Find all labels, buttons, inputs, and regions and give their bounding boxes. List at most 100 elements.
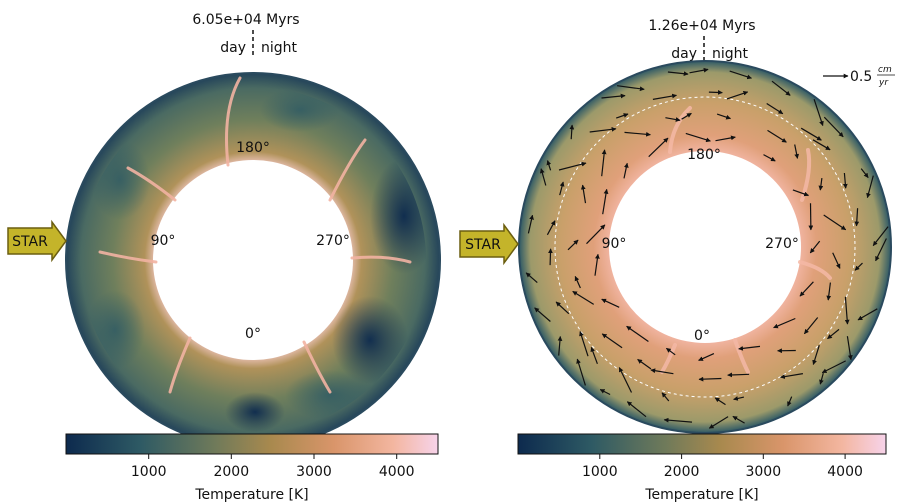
velocity-vector: [594, 253, 600, 276]
velocity-vector: [534, 307, 551, 322]
angle-180-label: 180°: [687, 147, 721, 163]
day-label: day: [220, 40, 246, 56]
velocity-vector: [555, 301, 570, 315]
colorbar-tick: 3000: [296, 464, 332, 480]
velocity-vector: [661, 392, 670, 402]
velocity-vector: [626, 401, 647, 418]
colorbar-tick: 2000: [664, 464, 700, 480]
velocity-vector: [539, 168, 547, 186]
velocity-vector: [650, 368, 674, 375]
velocity-vector: [601, 93, 626, 99]
velocity-vector: [857, 308, 878, 321]
velocity-vector: [558, 161, 587, 171]
velocity-vector: [590, 346, 598, 365]
scale-unit-den: yr: [878, 78, 889, 88]
velocity-vector: [854, 208, 860, 227]
velocity-vector: [773, 317, 796, 329]
velocity-vector: [685, 132, 711, 143]
colorbar-gradient: [517, 433, 887, 455]
colorbar-tick: 3000: [745, 464, 781, 480]
velocity-vector: [766, 102, 784, 115]
hot-filaments: [660, 106, 832, 374]
velocity-vector: [689, 67, 709, 74]
velocity-vector: [738, 345, 761, 351]
hot-filaments: [98, 76, 412, 394]
velocity-vector: [546, 220, 556, 236]
velocity-vector: [823, 116, 844, 138]
velocity-vector: [698, 353, 715, 361]
velocity-vector: [813, 99, 824, 127]
velocity-vector: [819, 372, 824, 385]
velocity-vector: [809, 240, 821, 254]
velocity-vector: [787, 396, 793, 407]
velocity-vector: [601, 149, 607, 177]
velocity-vector: [708, 416, 729, 429]
velocity-vector: [637, 358, 652, 370]
vector-scale-key: 0.5 cm yr: [823, 65, 895, 88]
colorbar-tick: 4000: [379, 464, 415, 480]
velocity-vector: [827, 328, 840, 340]
star-arrow: STAR: [459, 222, 519, 266]
star-label: STAR: [12, 234, 48, 250]
star-arrow-icon: [459, 222, 519, 266]
velocity-vector: [832, 252, 841, 269]
colorbar-tick: 4000: [827, 464, 863, 480]
velocity-vector: [821, 360, 846, 374]
velocity-vector: [714, 397, 726, 406]
velocity-vector: [780, 373, 803, 379]
velocity-vector: [727, 372, 750, 378]
velocity-vector: [576, 358, 586, 386]
colorbar-tick: 2000: [213, 464, 249, 480]
velocity-vector: [572, 290, 595, 305]
velocity-vector: [569, 124, 575, 140]
velocity-vector: [771, 80, 791, 96]
velocity-vector: [767, 129, 787, 143]
velocity-vector: [681, 112, 692, 120]
velocity-vector: [617, 85, 645, 92]
velocity-vector: [823, 214, 847, 231]
colorbar-tick: 1000: [131, 464, 167, 480]
velocity-vector: [800, 127, 822, 141]
colorbar-gradient: [65, 433, 439, 455]
velocity-vector: [618, 367, 633, 393]
angle-180-label: 180°: [236, 140, 270, 156]
colorbar: 1000 2000 3000 4000 Temperature [K]: [517, 433, 887, 503]
night-label: night: [261, 40, 298, 56]
velocity-vector: [866, 175, 874, 199]
day-label: day: [671, 46, 697, 62]
velocity-vector: [567, 239, 579, 251]
velocity-vector: [546, 160, 552, 171]
scale-unit-num: cm: [878, 65, 892, 75]
velocity-vector: [548, 248, 553, 266]
temperature-ring: [518, 60, 892, 434]
colorbar-label: Temperature [K]: [194, 487, 308, 503]
velocity-vector: [599, 388, 611, 396]
velocity-vector: [580, 184, 587, 204]
angle-90-label: 90°: [602, 236, 627, 252]
velocity-vector: [527, 214, 534, 234]
temperature-ring: [65, 72, 441, 448]
velocity-vector: [716, 113, 731, 120]
velocity-vector: [812, 345, 820, 365]
velocity-vectors: [525, 67, 889, 429]
velocity-vector: [559, 181, 565, 196]
velocity-vector: [715, 135, 736, 142]
velocity-vector: [799, 281, 814, 297]
velocity-vector: [726, 91, 749, 100]
velocity-vector: [803, 317, 819, 335]
velocity-vector: [698, 376, 722, 382]
velocity-vector: [733, 396, 745, 401]
velocity-vector: [872, 226, 889, 246]
velocity-vector: [860, 168, 869, 178]
velocity-vector: [663, 417, 693, 423]
velocity-vector: [601, 298, 620, 308]
colorbar-tick: 1000: [582, 464, 618, 480]
velocity-vector: [623, 162, 629, 179]
velocity-vector: [648, 137, 669, 158]
panel-right: 1.26e+04 Myrs day night 180° 90° 270° 0°…: [459, 18, 895, 503]
velocity-vector: [846, 336, 853, 361]
time-label: 1.26e+04 Myrs: [648, 18, 755, 34]
reference-circle: [554, 96, 856, 398]
velocity-vector: [624, 131, 651, 137]
